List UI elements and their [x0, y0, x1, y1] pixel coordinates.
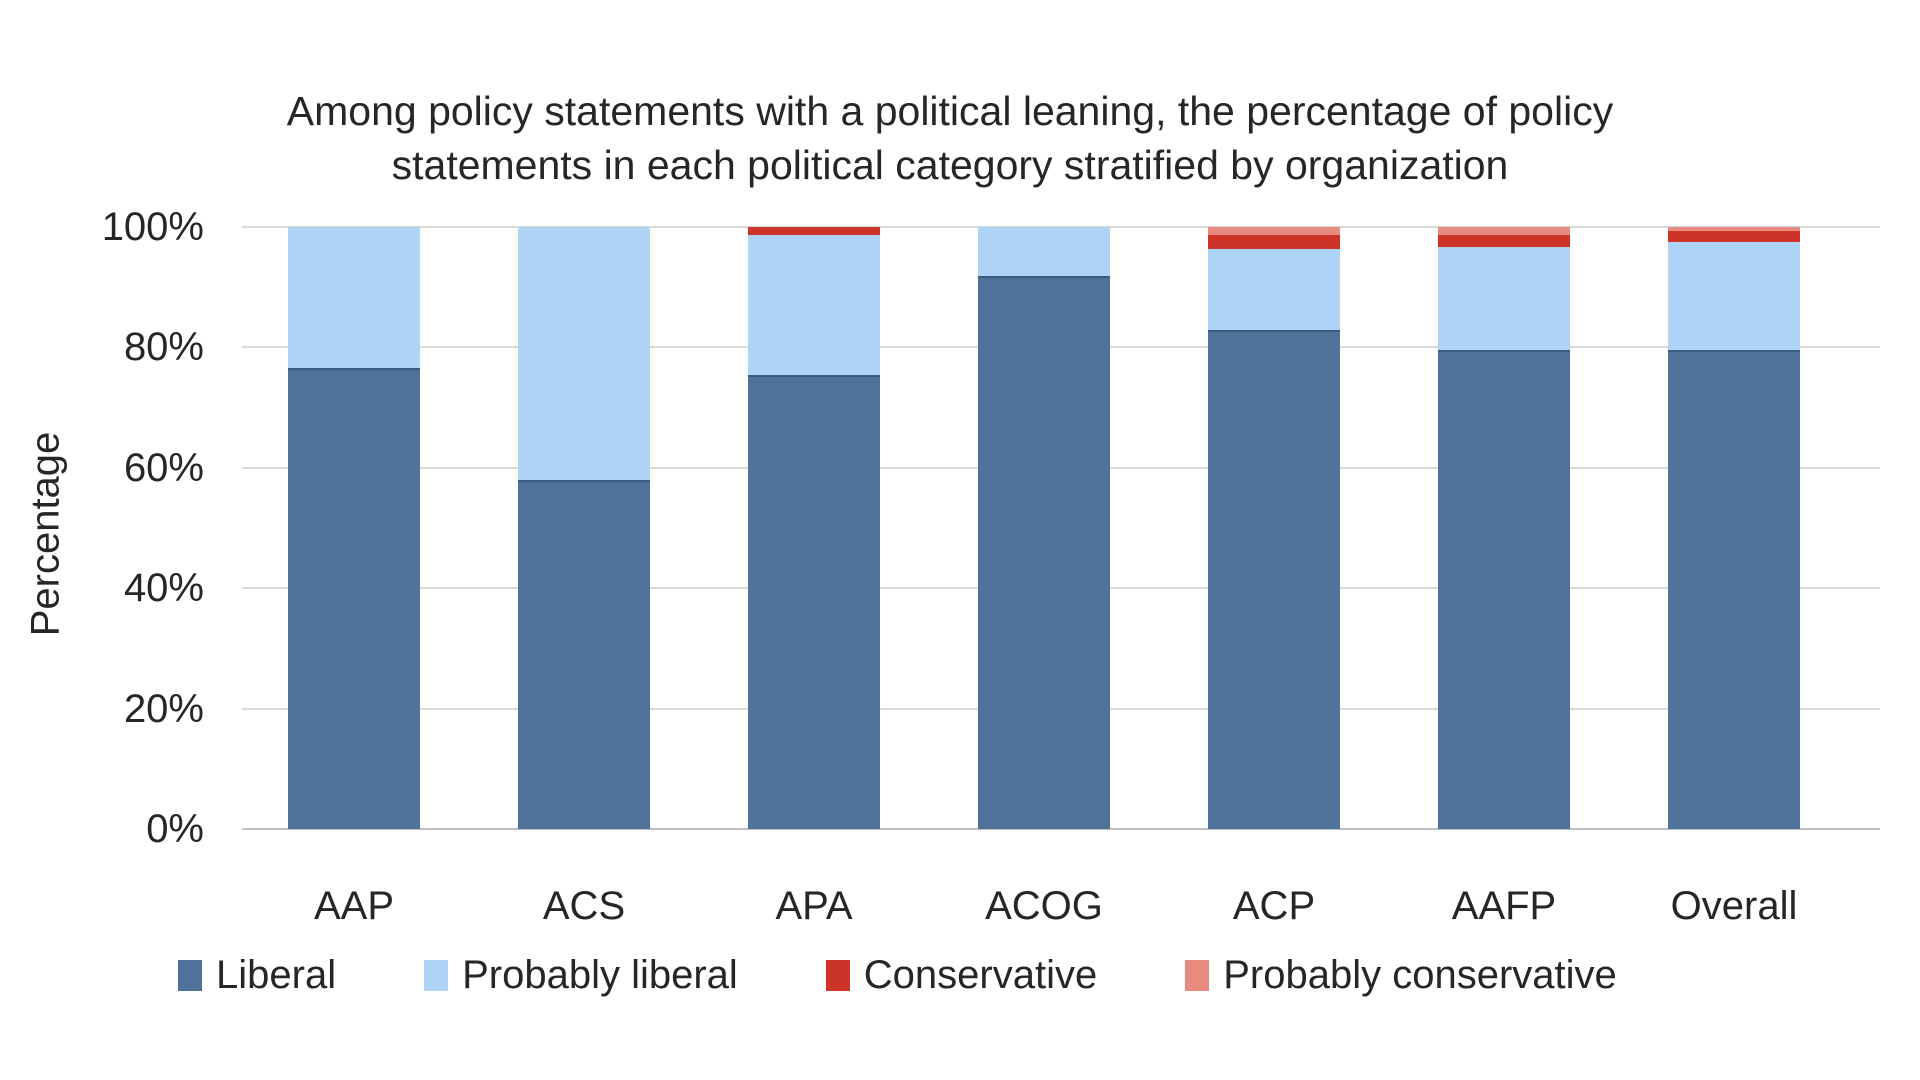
category-label-acs: ACS	[542, 884, 626, 928]
category-label-acog: ACOG	[985, 884, 1103, 928]
bar-segment-ACP-probably-liberal	[1208, 248, 1340, 330]
bar-segment-AAFP-probably-liberal	[1438, 246, 1570, 351]
y-tick-label-80%: 80%	[123, 325, 204, 370]
bar-segment-APA-conservative	[748, 227, 880, 236]
legend-label: Probably conservative	[1223, 953, 1617, 997]
bar-segment-Overall-conservative	[1668, 230, 1800, 243]
bar-segment-Overall-probably-conservative	[1668, 227, 1800, 231]
bar-segment-Overall-probably-liberal	[1668, 242, 1800, 350]
legend-item-probably-liberal: Probably liberal	[424, 952, 738, 998]
y-tick-label-100%: 100%	[101, 205, 204, 249]
y-tick-label-0%: 0%	[146, 807, 204, 851]
legend-item-probably-conservative: Probably conservative	[1185, 952, 1617, 998]
bar-segment-APA-probably-liberal	[748, 235, 880, 376]
bar-segment-ACS-liberal	[518, 479, 650, 829]
bar-segment-AAP-probably-liberal	[288, 227, 420, 368]
legend-label: Liberal	[216, 953, 337, 997]
gridline-100%	[242, 226, 1880, 228]
y-tick-label-60%: 60%	[123, 445, 204, 490]
bar-segment-ACP-liberal	[1208, 329, 1340, 829]
bar-segment-APA-liberal	[748, 375, 880, 829]
bar-segment-ACOG-liberal	[978, 275, 1110, 829]
legend-swatch-icon	[1185, 959, 1210, 991]
bar-segment-Overall-liberal	[1668, 349, 1800, 829]
chart-title-line1: Among policy statements with a political…	[286, 88, 1614, 134]
chart-title: Among policy statements with a political…	[10, 84, 1890, 192]
legend-swatch-icon	[825, 959, 850, 991]
category-label-overall: Overall	[1670, 884, 1798, 928]
bar-segment-ACOG-probably-liberal	[978, 227, 1110, 276]
plot-area	[242, 226, 1880, 830]
legend-item-liberal: Liberal	[178, 952, 336, 998]
bar-segment-AAFP-conservative	[1438, 234, 1570, 247]
bar-segment-AAP-liberal	[288, 367, 420, 829]
legend-label: Conservative	[863, 953, 1098, 997]
category-label-apa: APA	[775, 884, 853, 928]
legend-swatch-icon	[178, 959, 202, 991]
bar-segment-ACP-conservative	[1208, 235, 1340, 249]
chart-title-line2: statements in each political category st…	[391, 142, 1509, 188]
category-label-acp: ACP	[1232, 884, 1316, 928]
category-label-aap: AAP	[313, 884, 395, 928]
y-tick-label-40%: 40%	[123, 566, 204, 611]
bar-segment-AAFP-probably-conservative	[1438, 227, 1570, 235]
legend-label: Probably liberal	[462, 953, 738, 997]
bar-segment-ACP-probably-conservative	[1208, 227, 1340, 236]
category-label-aafp: AAFP	[1451, 884, 1557, 928]
legend-item-conservative: Conservative	[825, 952, 1098, 998]
legend: Liberal Probably liberal Conservative Proba…	[178, 952, 1617, 998]
y-tick-label-20%: 20%	[123, 686, 204, 731]
bar-segment-AAFP-liberal	[1438, 350, 1570, 829]
bar-segment-ACS-probably-liberal	[518, 227, 650, 480]
x-axis-line	[242, 828, 1880, 830]
legend-swatch-icon	[424, 959, 449, 991]
